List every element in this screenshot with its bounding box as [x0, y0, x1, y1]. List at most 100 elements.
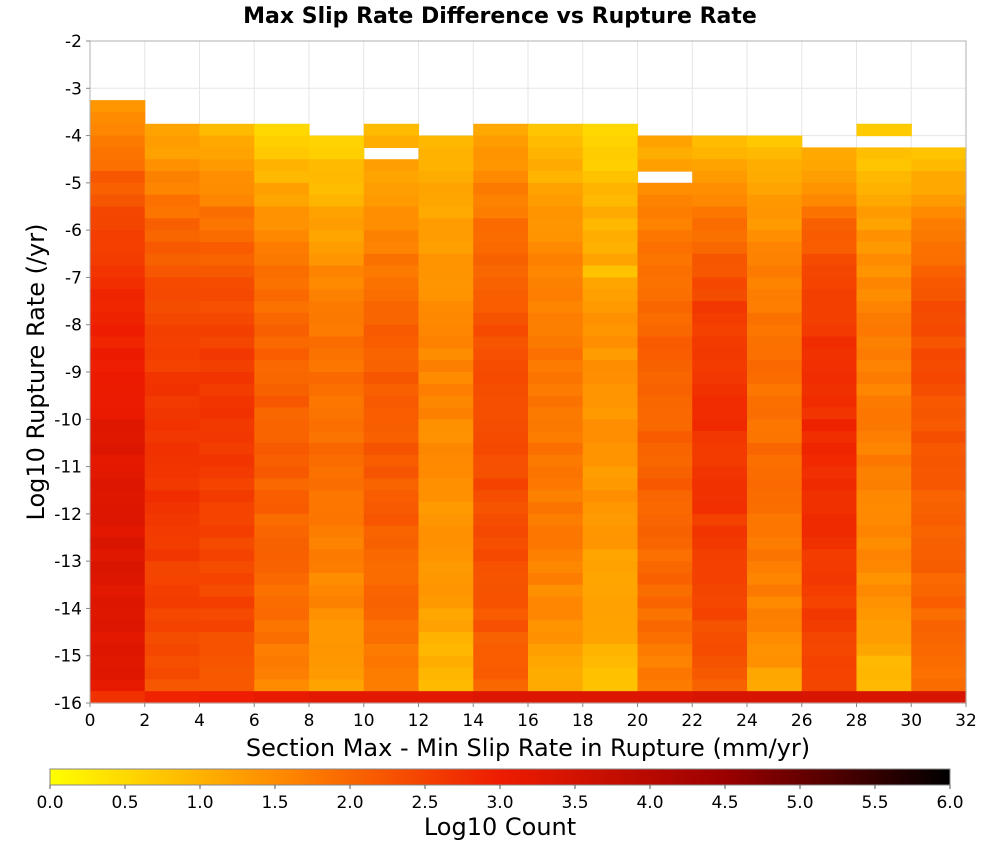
heatmap-cell: [199, 679, 255, 692]
heatmap-cell: [692, 383, 748, 397]
heatmap-cell: [90, 513, 146, 527]
heatmap-cell: [528, 608, 584, 621]
heatmap-cell: [363, 478, 420, 491]
heatmap-cell: [528, 230, 584, 243]
heatmap-cell: [363, 632, 420, 645]
heatmap-cell: [801, 691, 858, 704]
heatmap-cell: [856, 679, 912, 692]
heatmap-cell: [199, 147, 255, 160]
heatmap-cell: [199, 265, 255, 279]
heatmap-cell: [801, 182, 858, 196]
heatmap-cell: [856, 596, 912, 610]
heatmap-cell: [637, 348, 693, 361]
heatmap-cell: [418, 561, 474, 574]
heatmap-cell: [199, 620, 255, 633]
heatmap-cell: [911, 643, 967, 657]
heatmap-cell: [801, 419, 858, 432]
heatmap-cell: [582, 336, 639, 349]
heatmap-cell: [582, 277, 639, 290]
heatmap-cell: [856, 123, 912, 137]
heatmap-cell: [144, 383, 201, 397]
heatmap-cell: [911, 324, 967, 338]
heatmap-cell: [473, 336, 529, 349]
heatmap-cell: [309, 265, 365, 279]
heatmap-cell: [363, 135, 420, 148]
heatmap-cell: [254, 253, 310, 267]
y-tick-label: -6: [65, 221, 82, 241]
y-tick-label: -13: [54, 552, 82, 572]
heatmap-cell: [528, 667, 584, 680]
heatmap-cell: [747, 442, 803, 456]
heatmap-cell: [856, 277, 912, 290]
heatmap-cell: [856, 608, 912, 621]
chart-title: Max Slip Rate Difference vs Rupture Rate: [243, 4, 757, 29]
heatmap-cell: [747, 324, 803, 338]
heatmap-cell: [692, 206, 748, 219]
heatmap-cell: [144, 182, 201, 196]
heatmap-cell: [144, 324, 201, 338]
heatmap-cell: [637, 277, 693, 290]
heatmap-cell: [418, 324, 474, 338]
heatmap-cell: [90, 206, 146, 219]
heatmap-cell: [418, 348, 474, 361]
y-axis-ticks: -2 -3 -4 -5 -6 -7 -8 -9 -10 -11 -12 -13 -14 -15 -16: [54, 32, 90, 714]
heatmap-cell: [801, 643, 858, 657]
heatmap-cell: [637, 537, 693, 550]
heatmap-cell: [692, 135, 748, 148]
heatmap-cell: [473, 632, 529, 645]
heatmap-cell: [418, 289, 474, 302]
heatmap-cell: [144, 454, 201, 468]
heatmap-cell: [856, 265, 912, 279]
heatmap-cell: [144, 206, 201, 219]
heatmap-cell: [473, 691, 529, 704]
heatmap-cell: [254, 159, 310, 172]
heatmap-cell: [144, 312, 201, 326]
heatmap-cell: [856, 561, 912, 574]
heatmap-cell: [418, 454, 474, 468]
heatmap-cell: [254, 691, 310, 704]
heatmap-cell: [144, 572, 201, 586]
heatmap-cell: [747, 596, 803, 610]
heatmap-cell: [90, 632, 146, 645]
heatmap-cell: [90, 159, 146, 172]
heatmap-cell: [309, 608, 365, 621]
heatmap-cell: [637, 336, 693, 349]
heatmap-cell: [309, 324, 365, 338]
heatmap-cell: [801, 218, 858, 231]
heatmap-cell: [144, 395, 201, 409]
heatmap-cell: [418, 466, 474, 479]
heatmap-cell: [309, 679, 365, 692]
heatmap-cell: [637, 419, 693, 432]
x-tick-label: 6: [249, 711, 260, 731]
heatmap-cell: [747, 431, 803, 444]
heatmap-cell: [692, 643, 748, 657]
heatmap-cell: [637, 395, 693, 409]
x-tick-label: 10: [353, 711, 375, 731]
heatmap-cell: [747, 230, 803, 243]
heatmap-cell: [199, 312, 255, 326]
heatmap-cell: [692, 620, 748, 633]
heatmap-cell: [254, 466, 310, 479]
heatmap-cell: [363, 171, 420, 184]
heatmap-cell: [473, 584, 529, 598]
heatmap-cell: [199, 289, 255, 302]
heatmap-cell: [254, 478, 310, 491]
heatmap-cell: [418, 419, 474, 432]
heatmap-cell: [418, 490, 474, 503]
heatmap-cell: [911, 230, 967, 243]
heatmap-cell: [254, 608, 310, 621]
heatmap-cell: [692, 525, 748, 539]
heatmap-cell: [692, 336, 748, 349]
heatmap-cell: [254, 360, 310, 373]
heatmap-cell: [582, 253, 639, 267]
heatmap-cell: [801, 395, 858, 409]
heatmap-cell: [363, 490, 420, 503]
heatmap-cell: [473, 478, 529, 491]
heatmap-cell: [473, 241, 529, 255]
heatmap-cell: [582, 643, 639, 657]
heatmap-cell: [582, 147, 639, 160]
heatmap-cell: [637, 135, 693, 148]
heatmap-cell: [528, 431, 584, 444]
heatmap-cell: [856, 218, 912, 231]
heatmap-cell: [747, 655, 803, 669]
